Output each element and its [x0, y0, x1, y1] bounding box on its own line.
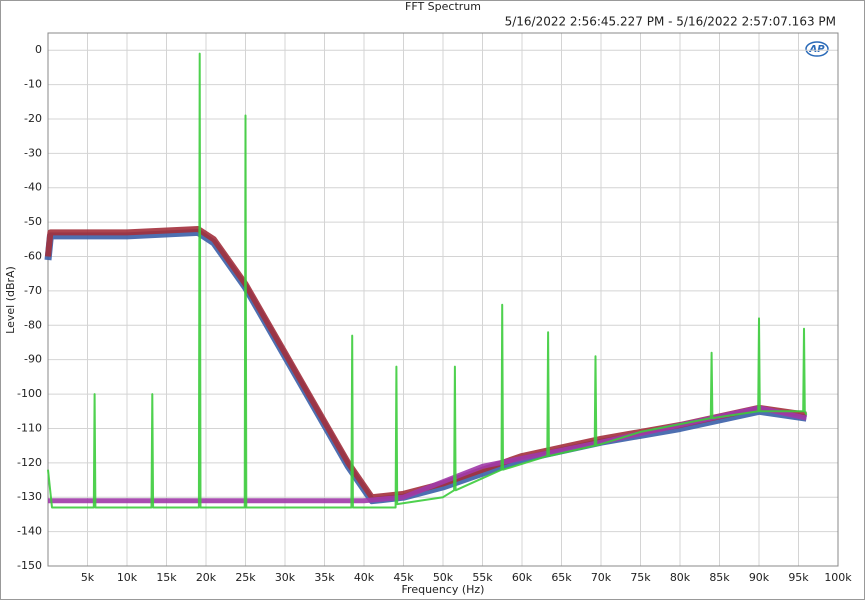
y-tick-label: 0 — [35, 43, 42, 56]
x-tick-label: 20k — [196, 571, 217, 584]
y-tick-label: -80 — [24, 318, 42, 331]
x-tick-label: 35k — [314, 571, 335, 584]
x-tick-label: 60k — [512, 571, 533, 584]
y-tick-label: -110 — [17, 421, 42, 434]
x-tick-label: 10k — [117, 571, 138, 584]
y-tick-label: -70 — [24, 284, 42, 297]
x-axis-label: Frequency (Hz) — [402, 583, 485, 596]
x-tick-label: 65k — [551, 571, 572, 584]
y-tick-label: -150 — [17, 559, 42, 572]
x-tick-label: 5k — [81, 571, 95, 584]
logo: AP — [808, 44, 825, 55]
y-tick-label: -140 — [17, 525, 42, 538]
x-tick-label: 85k — [709, 571, 730, 584]
y-tick-label: -10 — [24, 78, 42, 91]
trace — [45, 226, 807, 501]
y-tick-label: -40 — [24, 181, 42, 194]
x-tick-label: 95k — [788, 571, 809, 584]
y-tick-label: -90 — [24, 353, 42, 366]
x-tick-label: 30k — [275, 571, 296, 584]
x-tick-label: 55k — [472, 571, 493, 584]
y-axis-label: Level (dBrA) — [4, 266, 17, 334]
x-tick-label: 15k — [156, 571, 177, 584]
y-tick-label: -20 — [24, 112, 42, 125]
x-tick-label: 100k — [824, 571, 852, 584]
x-tick-label: 90k — [749, 571, 770, 584]
x-tick-label: 50k — [433, 571, 454, 584]
chart-subtitle: 5/16/2022 2:56:45.227 PM - 5/16/2022 2:5… — [505, 15, 836, 29]
y-tick-label: -30 — [24, 146, 42, 159]
y-tick-label: -130 — [17, 490, 42, 503]
x-tick-label: 40k — [354, 571, 375, 584]
y-tick-label: -120 — [17, 456, 42, 469]
y-tick-label: -100 — [17, 387, 42, 400]
x-tick-label: 45k — [393, 571, 414, 584]
chart-title: FFT Spectrum — [405, 0, 481, 13]
logo-ring — [805, 41, 829, 57]
x-tick-label: 80k — [670, 571, 691, 584]
x-tick-label: 75k — [630, 571, 651, 584]
y-tick-label: -50 — [24, 215, 42, 228]
y-tick-label: -60 — [24, 250, 42, 263]
x-tick-label: 25k — [235, 571, 256, 584]
plot-border — [47, 32, 839, 567]
x-tick-label: 70k — [591, 571, 612, 584]
trace — [47, 52, 808, 509]
